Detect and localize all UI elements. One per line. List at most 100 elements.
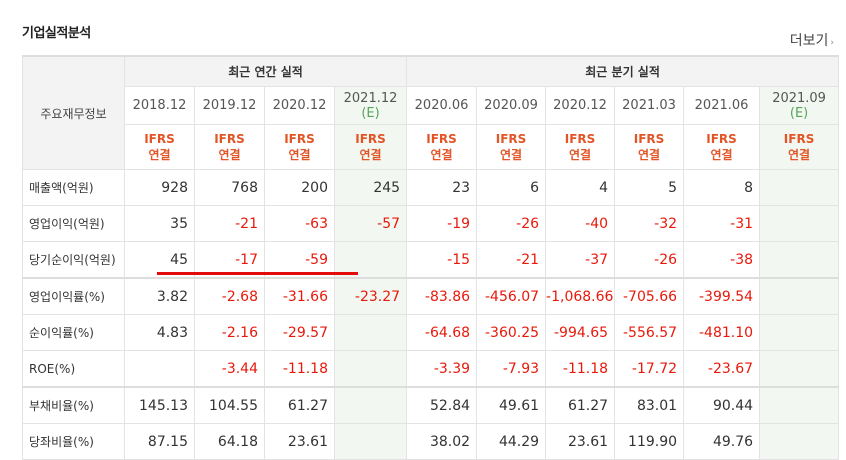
table-cell: -456.07 <box>476 277 547 315</box>
table-cell: -15 <box>406 241 478 279</box>
ifrs-line2: 연결 <box>788 148 811 162</box>
table-cell <box>759 423 840 460</box>
table-cell: 200 <box>264 169 335 206</box>
estimate-mark: (E) <box>361 105 380 121</box>
table-cell: 928 <box>124 169 195 206</box>
table-cell: -37 <box>545 241 616 279</box>
table-cell: -31 <box>683 205 761 242</box>
table-cell <box>124 350 195 388</box>
table-cell: -26 <box>614 241 685 279</box>
period-row: 2018.12 2019.12 2020.12 2021.12 (E) 2020.06 20… <box>23 86 840 125</box>
table-cell: -32 <box>614 205 685 242</box>
table-cell: -7.93 <box>476 350 547 388</box>
ifrs-line2: 연결 <box>500 148 523 162</box>
period-label: 2020.06 <box>414 98 469 113</box>
table-cell: -11.18 <box>545 350 616 388</box>
ifrs-line2: 연결 <box>710 148 733 162</box>
table-cell: -705.66 <box>614 277 685 315</box>
period-header-1: 2019.12 <box>194 86 265 125</box>
table-cell: 90.44 <box>683 386 761 424</box>
table-cell: -1,068.66 <box>545 277 616 315</box>
table-row: 당좌비율(%) 87.15 64.18 23.61 38.02 44.29 23.61 119… <box>22 423 840 460</box>
ifrs-line1: IFRS <box>495 132 527 146</box>
ifrs-label-5: IFRS 연결 <box>476 124 547 170</box>
period-label: 2018.12 <box>132 98 187 113</box>
table-cell: 49.61 <box>476 386 547 424</box>
table-row: 영업이익률(%) 3.82 -2.68 -31.66 -23.27 -83.86 -456.… <box>22 277 840 315</box>
table-row: 당기순이익(억원) 45 -17 -59 -15 -21 -37 -26 -38 <box>22 241 840 279</box>
ifrs-row: IFRS 연결 IFRS 연결 IFRS 연결 IFRS 연결 IFRS 연결 IFRS 연결 IFRS… <box>23 124 840 170</box>
table-cell: 61.27 <box>545 386 616 424</box>
table-cell: 23 <box>406 169 478 206</box>
table-cell: 49.76 <box>683 423 761 460</box>
table-cell: 83.01 <box>614 386 685 424</box>
table-cell: -29.57 <box>264 314 335 351</box>
table-cell <box>333 350 408 388</box>
table-cell: -2.16 <box>194 314 265 351</box>
ifrs-line2: 연결 <box>218 148 241 162</box>
ifrs-label-9: IFRS 연결 <box>759 124 840 170</box>
table-cell: -23.27 <box>333 277 408 315</box>
table-row: 영업이익(억원) 35 -21 -63 -57 -19 -26 -40 -32 -31 <box>22 205 840 242</box>
period-label: 2021.12 <box>343 90 398 106</box>
row-label: 부채비율(%) <box>22 386 125 424</box>
table-cell: 6 <box>476 169 547 206</box>
ifrs-line1: IFRS <box>783 132 815 146</box>
ifrs-label-1: IFRS 연결 <box>194 124 265 170</box>
table-cell: -21 <box>194 205 265 242</box>
ifrs-label-0: IFRS 연결 <box>124 124 195 170</box>
period-header-2: 2020.12 <box>264 86 335 125</box>
table-cell: 38.02 <box>406 423 478 460</box>
table-cell: -40 <box>545 205 616 242</box>
table-cell: -38 <box>683 241 761 279</box>
table-cell: 104.55 <box>194 386 265 424</box>
table-cell: 52.84 <box>406 386 478 424</box>
table-cell <box>759 241 840 279</box>
table-cell: -21 <box>476 241 547 279</box>
more-label: 더보기 <box>789 33 829 49</box>
period-label: 2021.09 <box>772 90 826 106</box>
table-row: 순이익률(%) 4.83 -2.16 -29.57 -64.68 -360.25 -994.… <box>22 314 840 351</box>
table-cell <box>333 423 408 460</box>
table-cell: -57 <box>333 205 408 242</box>
period-label: 2020.12 <box>553 98 607 113</box>
ifrs-line1: IFRS <box>214 132 245 146</box>
period-header-0: 2018.12 <box>124 86 195 125</box>
more-link[interactable]: 더보기 › <box>790 30 834 50</box>
chevron-right-icon: › <box>830 38 834 48</box>
table-cell: 35 <box>124 205 195 242</box>
ifrs-label-8: IFRS 연결 <box>683 124 761 170</box>
table-row: 매출액(억원) 928 768 200 245 23 6 4 5 8 <box>22 169 840 206</box>
table-cell: 119.90 <box>614 423 685 460</box>
period-label: 2020.12 <box>272 98 327 113</box>
period-header-5: 2020.09 <box>476 86 547 125</box>
table-cell: -3.44 <box>194 350 265 388</box>
row-label: 당좌비율(%) <box>22 423 125 460</box>
table-cell <box>759 277 840 315</box>
table-cell: 5 <box>614 169 685 206</box>
table-cell: -26 <box>476 205 547 242</box>
table-row: 부채비율(%) 145.13 104.55 61.27 52.84 49.61 61.27 8… <box>22 386 840 424</box>
ifrs-label-7: IFRS 연결 <box>614 124 685 170</box>
period-label: 2020.09 <box>484 98 538 113</box>
table-cell: 61.27 <box>264 386 335 424</box>
table-cell: -3.39 <box>406 350 478 388</box>
table-cell: 8 <box>683 169 761 206</box>
ifrs-line1: IFRS <box>355 132 386 146</box>
table-cell: -64.68 <box>406 314 478 351</box>
quarter-group-header: 최근 분기 실적 <box>406 55 840 87</box>
ifrs-line1: IFRS <box>706 132 737 146</box>
period-header-3: 2021.12 (E) <box>333 86 408 125</box>
table-cell <box>759 386 840 424</box>
table-row: ROE(%) -3.44 -11.18 -3.39 -7.93 -11.18 -17.72-… <box>22 350 840 388</box>
annotation-underline <box>157 272 358 275</box>
corner-header: 주요재무정보 <box>22 55 125 170</box>
ifrs-line1: IFRS <box>144 132 175 146</box>
section-title: 기업실적분석 <box>22 26 91 41</box>
ifrs-line2: 연결 <box>569 148 592 162</box>
table-cell: -399.54 <box>683 277 761 315</box>
table-cell: -19 <box>406 205 478 242</box>
table-cell: 87.15 <box>124 423 195 460</box>
table-cell: 4.83 <box>124 314 195 351</box>
table-cell: 4 <box>545 169 616 206</box>
